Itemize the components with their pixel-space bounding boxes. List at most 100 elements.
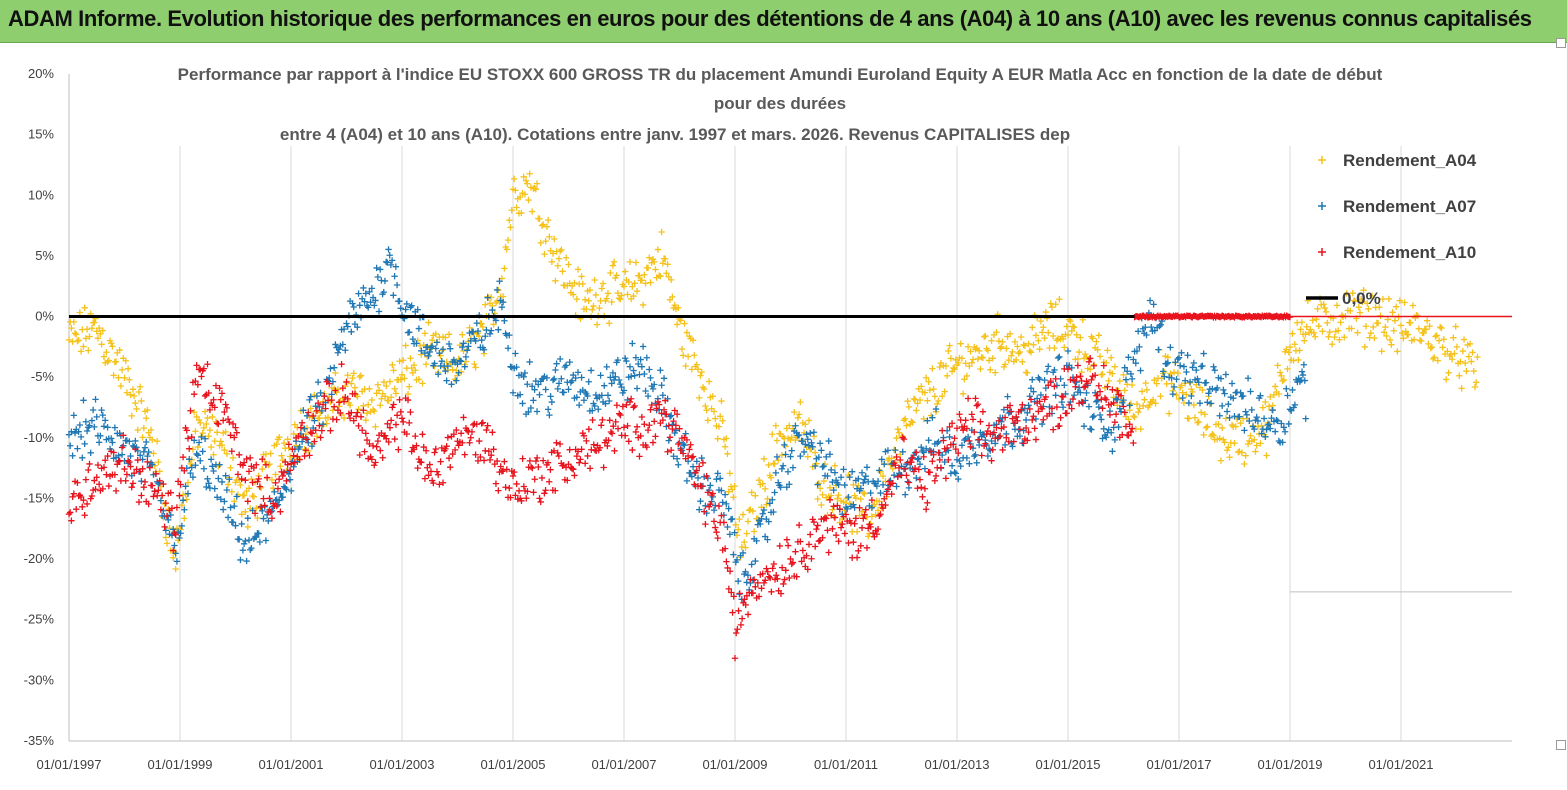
point-rendement-a04 xyxy=(1061,344,1068,351)
point-rendement-a10 xyxy=(139,465,146,473)
point-rendement-a10 xyxy=(831,514,839,521)
point-rendement-a07 xyxy=(367,298,374,306)
point-rendement-a10 xyxy=(91,477,98,484)
point-rendement-a07 xyxy=(765,518,772,525)
point-rendement-a10 xyxy=(798,558,805,565)
point-rendement-a04 xyxy=(97,330,104,338)
point-rendement-a07 xyxy=(857,485,864,492)
x-tick-label: 01/01/1997 xyxy=(36,757,101,772)
point-rendement-a04 xyxy=(663,270,670,277)
point-rendement-a10 xyxy=(837,524,845,531)
point-rendement-a07 xyxy=(211,485,218,492)
point-rendement-a10 xyxy=(956,411,963,418)
point-rendement-a10 xyxy=(168,505,176,512)
point-rendement-a07 xyxy=(644,392,652,400)
point-rendement-a07 xyxy=(408,302,415,309)
point-rendement-a07 xyxy=(237,556,244,564)
point-rendement-a04 xyxy=(355,406,362,413)
chart-resize-handle[interactable] xyxy=(1556,38,1566,48)
point-rendement-a07 xyxy=(892,446,899,454)
point-rendement-a04 xyxy=(1170,369,1178,376)
point-rendement-a07 xyxy=(88,417,96,424)
point-rendement-a04 xyxy=(1073,331,1080,339)
point-rendement-a07 xyxy=(204,475,211,483)
point-rendement-a10 xyxy=(118,444,126,451)
point-rendement-a07 xyxy=(845,493,852,501)
point-rendement-a07 xyxy=(69,452,76,459)
point-rendement-a04 xyxy=(209,413,216,421)
point-rendement-a10 xyxy=(403,430,411,438)
point-rendement-a10 xyxy=(1045,381,1052,389)
point-rendement-a07 xyxy=(91,423,98,431)
point-rendement-a07 xyxy=(1247,388,1254,395)
point-rendement-a10 xyxy=(1114,387,1121,394)
point-rendement-a07 xyxy=(1251,425,1258,433)
point-rendement-a07 xyxy=(861,476,868,483)
point-rendement-a04 xyxy=(961,376,968,383)
point-rendement-a04 xyxy=(626,258,634,266)
point-rendement-a07 xyxy=(457,358,465,365)
point-rendement-a04 xyxy=(414,337,421,344)
point-rendement-a10 xyxy=(389,404,396,411)
point-rendement-a04 xyxy=(1284,365,1291,373)
point-rendement-a07 xyxy=(1188,392,1195,400)
point-rendement-a04 xyxy=(1272,383,1279,390)
point-rendement-a07 xyxy=(1090,412,1098,420)
point-rendement-a10 xyxy=(874,525,882,533)
point-rendement-a10 xyxy=(985,422,993,429)
point-rendement-a07 xyxy=(976,441,983,449)
point-rendement-a10 xyxy=(646,422,653,429)
point-rendement-a10 xyxy=(599,416,606,424)
point-rendement-a07 xyxy=(786,481,793,488)
point-rendement-a07 xyxy=(607,374,614,381)
point-rendement-a07 xyxy=(424,343,431,351)
point-rendement-a10 xyxy=(718,512,725,519)
point-rendement-a10 xyxy=(238,475,245,483)
point-rendement-a10 xyxy=(926,469,934,476)
point-rendement-a07 xyxy=(179,497,187,504)
point-rendement-a07 xyxy=(1052,392,1059,399)
point-rendement-a04 xyxy=(197,419,204,427)
point-rendement-a10 xyxy=(982,440,989,447)
point-rendement-a10 xyxy=(1024,437,1031,444)
point-rendement-a04 xyxy=(392,390,400,397)
point-rendement-a10 xyxy=(290,452,297,459)
point-rendement-a07 xyxy=(343,320,350,327)
point-rendement-a10 xyxy=(529,464,536,472)
point-rendement-a04 xyxy=(249,492,256,500)
point-rendement-a04 xyxy=(1274,362,1281,369)
point-rendement-a07 xyxy=(792,422,799,429)
point-rendement-a07 xyxy=(829,478,836,486)
point-rendement-a04 xyxy=(147,426,155,434)
point-rendement-a07 xyxy=(1163,360,1170,368)
point-rendement-a10 xyxy=(596,444,604,451)
point-rendement-a04 xyxy=(133,405,140,413)
point-rendement-a04 xyxy=(284,436,291,443)
point-rendement-a04 xyxy=(1215,420,1222,428)
point-rendement-a10 xyxy=(578,446,585,453)
point-rendement-a04 xyxy=(786,422,793,429)
chart-resize-handle[interactable] xyxy=(1556,740,1566,750)
point-rendement-a04 xyxy=(610,258,618,265)
point-rendement-a10 xyxy=(633,423,641,431)
point-rendement-a07 xyxy=(472,337,479,345)
point-rendement-a04 xyxy=(1466,340,1474,348)
point-rendement-a07 xyxy=(819,463,826,471)
point-rendement-a10 xyxy=(1006,402,1014,409)
point-rendement-a04 xyxy=(124,365,132,372)
point-rendement-a10 xyxy=(847,519,855,527)
point-rendement-a10 xyxy=(700,508,708,515)
point-rendement-a10 xyxy=(412,432,419,440)
point-rendement-a04 xyxy=(654,246,662,253)
y-tick-label: -30% xyxy=(24,672,55,687)
point-rendement-a10 xyxy=(236,451,243,459)
point-rendement-a04 xyxy=(103,349,110,356)
point-rendement-a04 xyxy=(213,429,221,436)
point-rendement-a04 xyxy=(1426,322,1433,330)
point-rendement-a04 xyxy=(1247,432,1254,439)
point-rendement-a10 xyxy=(328,396,335,404)
point-rendement-a04 xyxy=(618,292,625,299)
point-rendement-a07 xyxy=(1024,409,1031,417)
point-rendement-a04 xyxy=(1011,338,1019,346)
point-rendement-a10 xyxy=(995,417,1003,424)
